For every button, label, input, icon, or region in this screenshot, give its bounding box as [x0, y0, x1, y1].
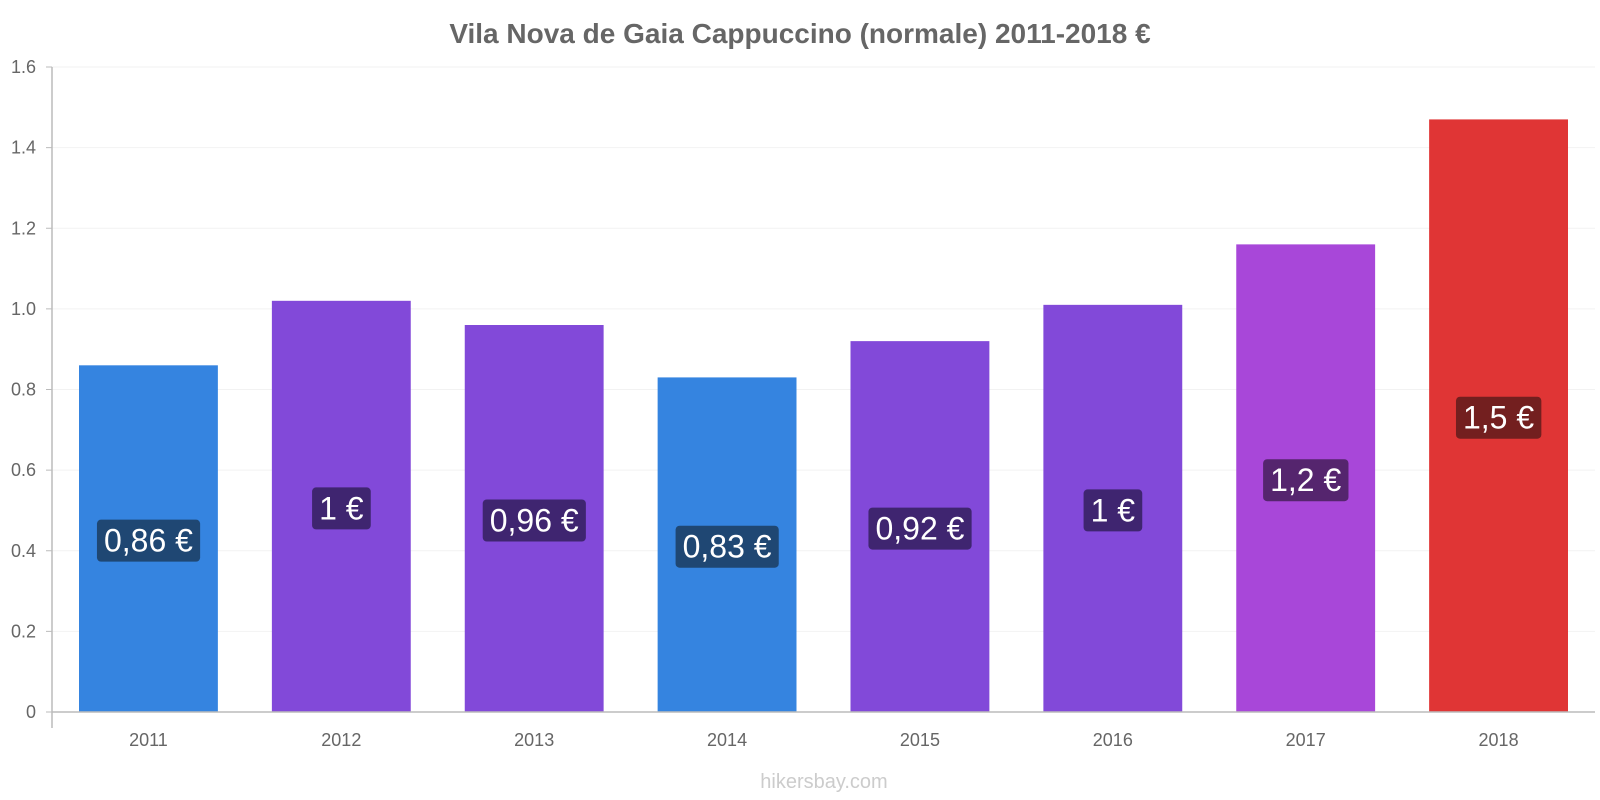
data-label-2018: 1,5 € — [1455, 396, 1542, 439]
y-tick-label: 1.0 — [11, 299, 36, 319]
data-label-2016: 1 € — [1083, 489, 1143, 532]
x-tick-label: 2013 — [514, 730, 554, 750]
data-labels: 0,86 € 1 € 0,96 € 0,83 € 0,92 € 1 € 1,2 € 1,5 € — [96, 396, 1542, 568]
y-tick-label: 1.4 — [11, 138, 36, 158]
data-label-bg — [96, 519, 201, 562]
data-label-bg — [1455, 396, 1542, 439]
y-tick-label: 1.6 — [11, 57, 36, 77]
y-tick-label: 0 — [26, 702, 36, 722]
x-tick-label: 2018 — [1479, 730, 1519, 750]
data-label-text: 0,83 € — [683, 529, 772, 565]
data-label-2013: 0,96 € — [482, 499, 586, 542]
data-label-text: 1 € — [1091, 492, 1136, 528]
bars — [79, 119, 1568, 712]
x-tick-label: 2012 — [321, 730, 361, 750]
data-label-text: 1,5 € — [1463, 400, 1534, 436]
credit-text: hikersbay.com — [760, 771, 887, 793]
data-label-text: 0,86 € — [104, 523, 193, 559]
data-label-bg — [312, 487, 371, 530]
data-label-2014: 0,83 € — [675, 525, 779, 568]
data-label-bg — [675, 525, 779, 568]
x-axis-ticks: 2011 2012 2013 2014 2015 2016 2017 2018 — [129, 730, 1519, 750]
chart-title: Vila Nova de Gaia Cappuccino (normale) 2… — [449, 18, 1151, 49]
data-label-text: 1,2 € — [1270, 462, 1341, 498]
data-label-2011: 0,86 € — [96, 519, 201, 562]
data-label-text: 0,96 € — [490, 503, 579, 539]
data-label-2012: 1 € — [312, 487, 371, 530]
data-label-2015: 0,92 € — [868, 507, 972, 550]
data-label-2017: 1,2 € — [1263, 459, 1349, 502]
data-label-bg — [1083, 489, 1143, 532]
x-tick-label: 2017 — [1286, 730, 1326, 750]
data-label-text: 0,92 € — [875, 511, 964, 547]
y-axis-ticks: 0 0.2 0.4 0.6 0.8 1.0 1.2 1.4 1.6 — [11, 57, 52, 722]
x-tick-label: 2015 — [900, 730, 940, 750]
x-tick-label: 2016 — [1093, 730, 1133, 750]
y-tick-label: 0.8 — [11, 380, 36, 400]
y-tick-label: 1.2 — [11, 218, 36, 238]
y-tick-label: 0.6 — [11, 460, 36, 480]
data-label-bg — [868, 507, 972, 550]
x-tick-label: 2014 — [707, 730, 747, 750]
x-tick-label: 2011 — [129, 730, 168, 750]
data-label-text: 1 € — [319, 490, 364, 526]
y-tick-label: 0.2 — [11, 621, 36, 641]
y-tick-label: 0.4 — [11, 541, 36, 561]
data-label-bg — [1263, 459, 1349, 502]
data-label-bg — [482, 499, 586, 542]
